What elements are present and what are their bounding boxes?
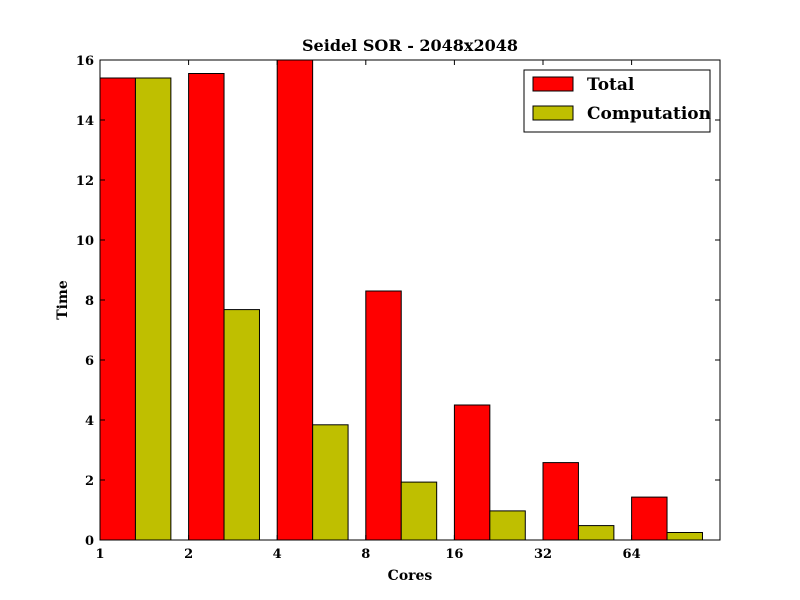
bar-computation-32 <box>577 525 615 541</box>
legend: Total Computation <box>523 69 711 133</box>
y-tick-label: 4 <box>85 414 94 429</box>
bar-total-64 <box>631 496 668 541</box>
y-tick-label: 2 <box>85 474 94 489</box>
x-tick-label: 1 <box>95 547 104 562</box>
bar-computation-1 <box>134 77 172 541</box>
x-tick-label: 64 <box>623 547 641 562</box>
x-tick-label: 2 <box>184 547 193 562</box>
y-axis-label: Time <box>55 280 71 320</box>
y-tick-label: 10 <box>76 234 94 249</box>
bar-total-16 <box>453 404 491 541</box>
bar-computation-8 <box>400 481 438 541</box>
y-tick-label: 0 <box>85 534 94 549</box>
bar-computation-2 <box>223 309 260 541</box>
bar-computation-64 <box>666 532 703 541</box>
x-tick-label: 4 <box>273 547 282 562</box>
y-tick-label: 12 <box>76 174 94 189</box>
legend-swatch-total <box>532 76 574 92</box>
legend-label-total: Total <box>587 75 635 95</box>
bar-total-32 <box>542 462 579 541</box>
x-tick-label: 16 <box>445 547 463 562</box>
bar-total-4 <box>276 59 314 541</box>
x-tick-label: 32 <box>534 547 552 562</box>
bar-computation-4 <box>312 424 349 541</box>
y-tick-label: 14 <box>76 114 94 129</box>
y-tick-label: 8 <box>85 294 94 309</box>
y-tick-label: 6 <box>85 354 94 369</box>
chart-title: Seidel SOR - 2048x2048 <box>302 36 518 55</box>
bar-total-2 <box>188 73 225 541</box>
x-axis-label: Cores <box>388 568 433 584</box>
bar-total-1 <box>99 77 136 541</box>
x-tick-label: 8 <box>361 547 370 562</box>
bar-computation-16 <box>489 510 526 541</box>
legend-swatch-computation <box>532 105 574 121</box>
legend-label-computation: Computation <box>587 104 711 124</box>
bar-total-8 <box>365 290 402 541</box>
y-tick-label: 16 <box>76 54 94 69</box>
